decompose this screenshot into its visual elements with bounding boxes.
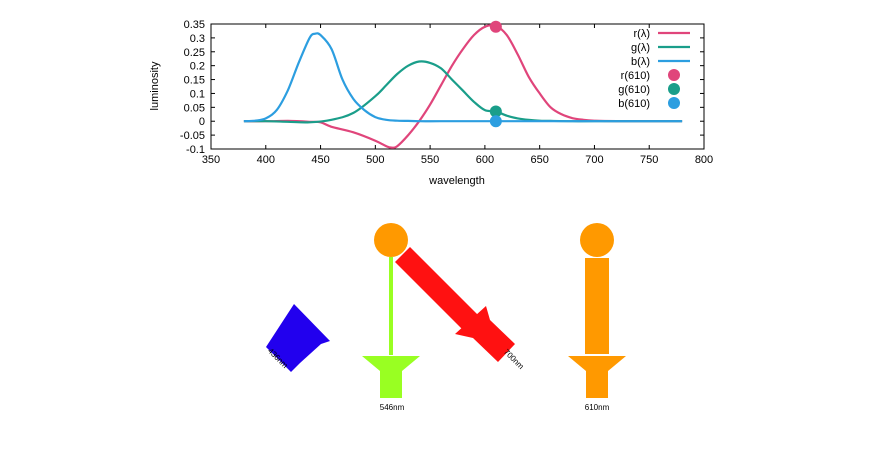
- x-tick-label: 650: [530, 154, 548, 166]
- y-tick-label: 0.35: [184, 19, 205, 31]
- x-tick-label: 500: [366, 154, 384, 166]
- y-axis: 0.35 0.3 0.25 0.2 0.150.1 0.05 0 -0.05 -0.1: [180, 19, 704, 156]
- legend-swatch-point: [668, 69, 680, 81]
- legend-label: b(λ): [631, 56, 650, 68]
- lamp-610nm-label: 610nm: [585, 403, 610, 412]
- color-matching-diagram: 436nm 546nm 700nm 610nm: [266, 223, 626, 412]
- series-points: [489, 20, 502, 128]
- beam-546nm: [389, 257, 393, 355]
- legend-label: r(λ): [634, 28, 651, 40]
- beam-610nm: [585, 258, 609, 354]
- x-tick-label: 800: [695, 154, 713, 166]
- y-axis-label: luminosity: [149, 61, 161, 110]
- x-axis: 350 400 450 500 550 600 650 700 750 800: [202, 24, 713, 166]
- observer-right-head: [580, 223, 614, 257]
- beam-700nm: [395, 247, 481, 333]
- data-point-1: [489, 105, 502, 118]
- x-tick-label: 550: [421, 154, 439, 166]
- legend-swatch-point: [668, 83, 680, 95]
- x-tick-label: 400: [257, 154, 275, 166]
- y-tick-label: -0.1: [186, 144, 205, 156]
- x-tick-label: 700: [585, 154, 603, 166]
- legend-label: g(610): [618, 84, 650, 96]
- x-tick-label: 750: [640, 154, 658, 166]
- legend: r(λ) g(λ) b(λ) r(610) g(610) b(610): [618, 28, 690, 110]
- lamp-700nm-label: 700nm: [502, 347, 526, 371]
- y-tick-label: 0.2: [190, 61, 205, 73]
- legend-label: r(610): [621, 70, 650, 82]
- y-tick-label: 0.15: [184, 75, 205, 87]
- series-line-1: [243, 60, 683, 124]
- lamp-700nm-shape: [455, 306, 515, 362]
- x-tick-label: 350: [202, 154, 220, 166]
- legend-label: g(λ): [631, 42, 650, 54]
- observer-left-head: [374, 223, 408, 257]
- series-lines: [243, 24, 683, 149]
- data-point-0: [489, 20, 502, 33]
- lamp-546nm-label: 546nm: [380, 403, 405, 412]
- lamp-546nm-shape: [362, 356, 420, 398]
- y-tick-label: 0: [199, 116, 205, 128]
- y-tick-label: 0.05: [184, 102, 205, 114]
- series-line-2: [243, 32, 683, 123]
- plot-frame: [210, 23, 705, 150]
- y-tick-label: 0.1: [190, 88, 205, 100]
- lamp-700nm: 700nm: [395, 247, 526, 371]
- lamp-436nm-shape: [266, 304, 330, 372]
- data-point-2: [489, 115, 502, 128]
- legend-swatch-point: [668, 97, 680, 109]
- lamp-546nm: 546nm: [362, 356, 420, 412]
- plot-area: 350 400 450 500 550 600 650 700 750 800 0.350.30.…: [149, 19, 713, 187]
- x-tick-label: 450: [311, 154, 329, 166]
- y-tick-label: 0.25: [184, 47, 205, 59]
- x-tick-label: 600: [476, 154, 494, 166]
- x-axis-label: wavelength: [428, 175, 485, 187]
- legend-label: b(610): [618, 98, 650, 110]
- lamp-436nm: 436nm: [266, 304, 330, 372]
- y-tick-label: 0.3: [190, 33, 205, 45]
- lamp-610nm-shape: [568, 356, 626, 398]
- y-tick-label: -0.05: [180, 130, 205, 142]
- series-line-0: [243, 24, 683, 149]
- lamp-610nm: 610nm: [568, 223, 626, 412]
